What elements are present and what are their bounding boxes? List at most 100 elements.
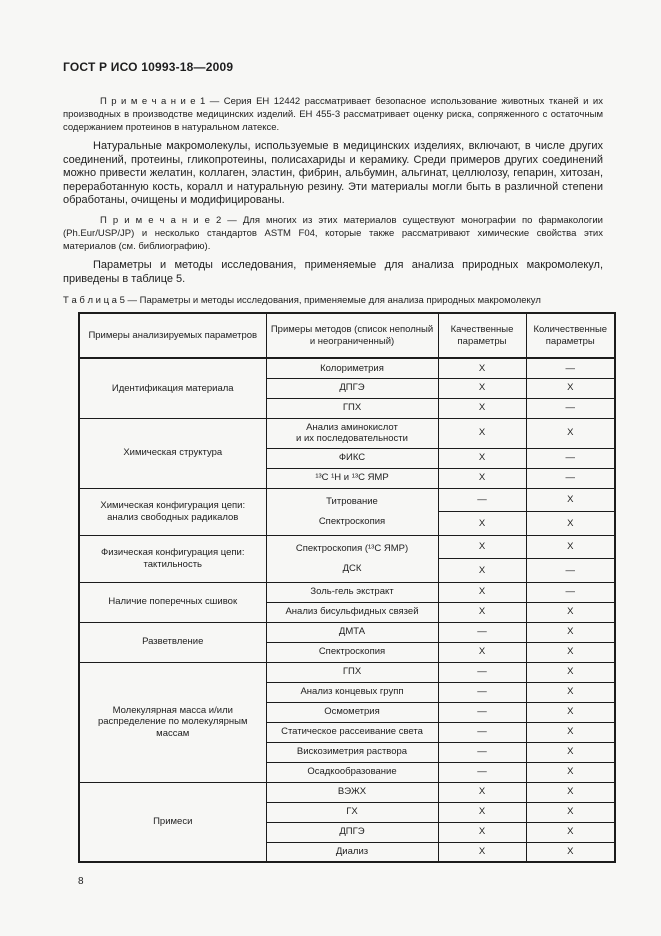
quantitative-mark-cell: —	[525, 467, 616, 489]
parameter-cell: Химическая конфигурация цепи: анализ сво…	[78, 487, 267, 536]
method-cell: ДПГЭ	[265, 821, 439, 843]
parameter-cell: Разветвление	[78, 621, 267, 663]
parameter-cell: Химическая структура	[78, 417, 267, 489]
header-qualitative-parameters: Качественные параметры	[437, 312, 527, 360]
qualitative-mark-cell: —	[437, 621, 527, 643]
header-method-examples: Примеры методов (список неполный и неогр…	[265, 312, 439, 360]
method-cell: Золь-гель экстракт	[265, 581, 439, 603]
page-number: 8	[78, 876, 84, 888]
table-row: Разветвление ДМТА — X	[78, 621, 616, 663]
qualitative-mark-cell: —	[437, 661, 527, 683]
quantitative-mark-cell: X	[525, 701, 616, 723]
header-quantitative-parameters: Количественные параметры	[525, 312, 616, 360]
parameter-cell: Физическая конфигурация цепи: тактильнос…	[78, 534, 267, 583]
qualitative-mark-cell: —	[437, 701, 527, 723]
qualitative-mark-cell: —	[437, 761, 527, 783]
quantitative-mark-cell: X	[525, 841, 616, 863]
header-analyzed-parameters: Примеры анализируемых параметров	[78, 312, 267, 360]
table-row: Наличие поперечных сшивок Золь-гель экстр…	[78, 581, 616, 623]
quantitative-mark-cell: X	[525, 781, 616, 803]
qualitative-mark-cell: —	[437, 681, 527, 703]
parameter-cell: Молекулярная масса и/или распределение п…	[78, 661, 267, 783]
doc-code: ГОСТ Р ИСО 10993-18—2009	[63, 60, 234, 74]
qualitative-mark-cell: X	[437, 781, 527, 803]
quantitative-mark-cell: —	[525, 558, 616, 583]
qualitative-mark-cell: X	[437, 511, 527, 536]
qualitative-mark-cell: X	[437, 801, 527, 823]
table-row: ФИКС X —	[79, 447, 616, 469]
method-cell: ¹³C ¹H и ¹³C ЯМР	[265, 467, 439, 489]
qualitative-mark-cell: X	[437, 821, 527, 843]
quantitative-mark-cell: X	[525, 417, 616, 449]
qualitative-mark-cell: X	[437, 558, 527, 583]
qualitative-mark-cell: —	[437, 741, 527, 763]
method-cell: Титрование Спектроскопия	[265, 487, 439, 536]
table-row: ГХ X X	[79, 801, 616, 823]
note-2: П р и м е ч а н и е 2 — Для многих из эт…	[63, 214, 603, 252]
quantitative-mark-cell: X	[525, 511, 616, 536]
qualitative-mark-cell: X	[437, 467, 527, 489]
quantitative-mark-cell: —	[525, 581, 616, 603]
quantitative-mark-cell: X	[525, 761, 616, 783]
table-row: Молекулярная масса и/или распределение п…	[78, 661, 616, 783]
table-row: ДПГЭ X X	[79, 821, 616, 843]
parameter-cell: Наличие поперечных сшивок	[78, 581, 267, 623]
method-cell: Статическое рассеивание света	[265, 721, 439, 743]
qualitative-mark-cell: X	[437, 397, 527, 419]
quantitative-mark-cell: X	[525, 821, 616, 843]
analysis-table-body: Идентификация материала Колориметрия X — ДПГ…	[78, 357, 616, 863]
table-caption: Т а б л и ц а 5 — Параметры и методы исс…	[63, 295, 541, 307]
method-cell: Диализ	[265, 841, 439, 863]
qualitative-mark-cell: X	[437, 417, 527, 449]
method-cell: ФИКС	[265, 447, 439, 469]
quantitative-mark-cell: X	[525, 801, 616, 823]
method-cell: Осмометрия	[265, 701, 439, 723]
table-row: Примеси ВЭЖХ X X	[78, 781, 616, 863]
method-cell: Колориметрия	[265, 357, 439, 379]
quantitative-mark-cell: X	[525, 641, 616, 663]
qualitative-mark-cell: X	[437, 601, 527, 623]
paragraph-natural-macromolecules: Натуральные макромолекулы, используемые …	[63, 140, 603, 207]
qualitative-mark-cell: X	[437, 447, 527, 469]
table-row: Идентификация материала Колориметрия X —	[78, 357, 616, 419]
table-row: ¹³C ¹H и ¹³C ЯМР X —	[79, 467, 616, 489]
table-row: Вискозиметрия раствора — X	[79, 741, 616, 763]
method-cell: Спектроскопия (¹³C ЯМР) ДСК	[265, 534, 439, 583]
analysis-methods-table: Примеры анализируемых параметров Примеры…	[78, 312, 616, 864]
method-cell: ГПХ	[265, 661, 439, 683]
table-header-row: Примеры анализируемых параметров Примеры…	[78, 312, 616, 360]
qualitative-mark-cell: —	[437, 487, 527, 513]
quantitative-mark-cell: X	[525, 721, 616, 743]
quantitative-mark-cell: X	[525, 621, 616, 643]
paragraph-table-reference: Параметры и методы исследования, применя…	[63, 258, 603, 285]
table-row: Анализ концевых групп — X	[79, 681, 616, 703]
quantitative-mark-cell: X	[525, 741, 616, 763]
qualitative-mark-cell: —	[437, 721, 527, 743]
table-row: Диализ X X	[79, 841, 616, 863]
method-cell: ДПГЭ	[265, 377, 439, 399]
table-row: Химическая структура Анализ аминокислот и…	[78, 417, 616, 489]
method-cell: Вискозиметрия раствора	[265, 741, 439, 763]
qualitative-mark-cell: X	[437, 377, 527, 399]
quantitative-mark-cell: —	[525, 447, 616, 469]
table-row: Физическая конфигурация цепи: тактильнос…	[78, 534, 616, 583]
qualitative-mark-cell: X	[437, 641, 527, 663]
table-row: Спектроскопия X X	[79, 641, 616, 663]
quantitative-mark-cell: —	[525, 397, 616, 419]
table-row: Осмометрия — X	[79, 701, 616, 723]
method-cell: Анализ концевых групп	[265, 681, 439, 703]
quantitative-mark-cell: X	[525, 487, 616, 513]
quantitative-mark-cell: —	[525, 357, 616, 379]
method-cell: ГПХ	[265, 397, 439, 419]
quantitative-mark-cell: X	[525, 681, 616, 703]
method-cell: ВЭЖХ	[265, 781, 439, 803]
quantitative-mark-cell: X	[525, 661, 616, 683]
method-cell: Анализ бисульфидных связей	[265, 601, 439, 623]
qualitative-mark-cell: X	[437, 357, 527, 379]
quantitative-mark-cell: X	[525, 377, 616, 399]
method-cell: Спектроскопия	[265, 641, 439, 663]
method-cell: ДМТА	[265, 621, 439, 643]
method-cell: Анализ аминокислот и их последовательнос…	[265, 417, 439, 449]
note-1: П р и м е ч а н и е 1 — Серия ЕН 12442 р…	[63, 96, 603, 133]
